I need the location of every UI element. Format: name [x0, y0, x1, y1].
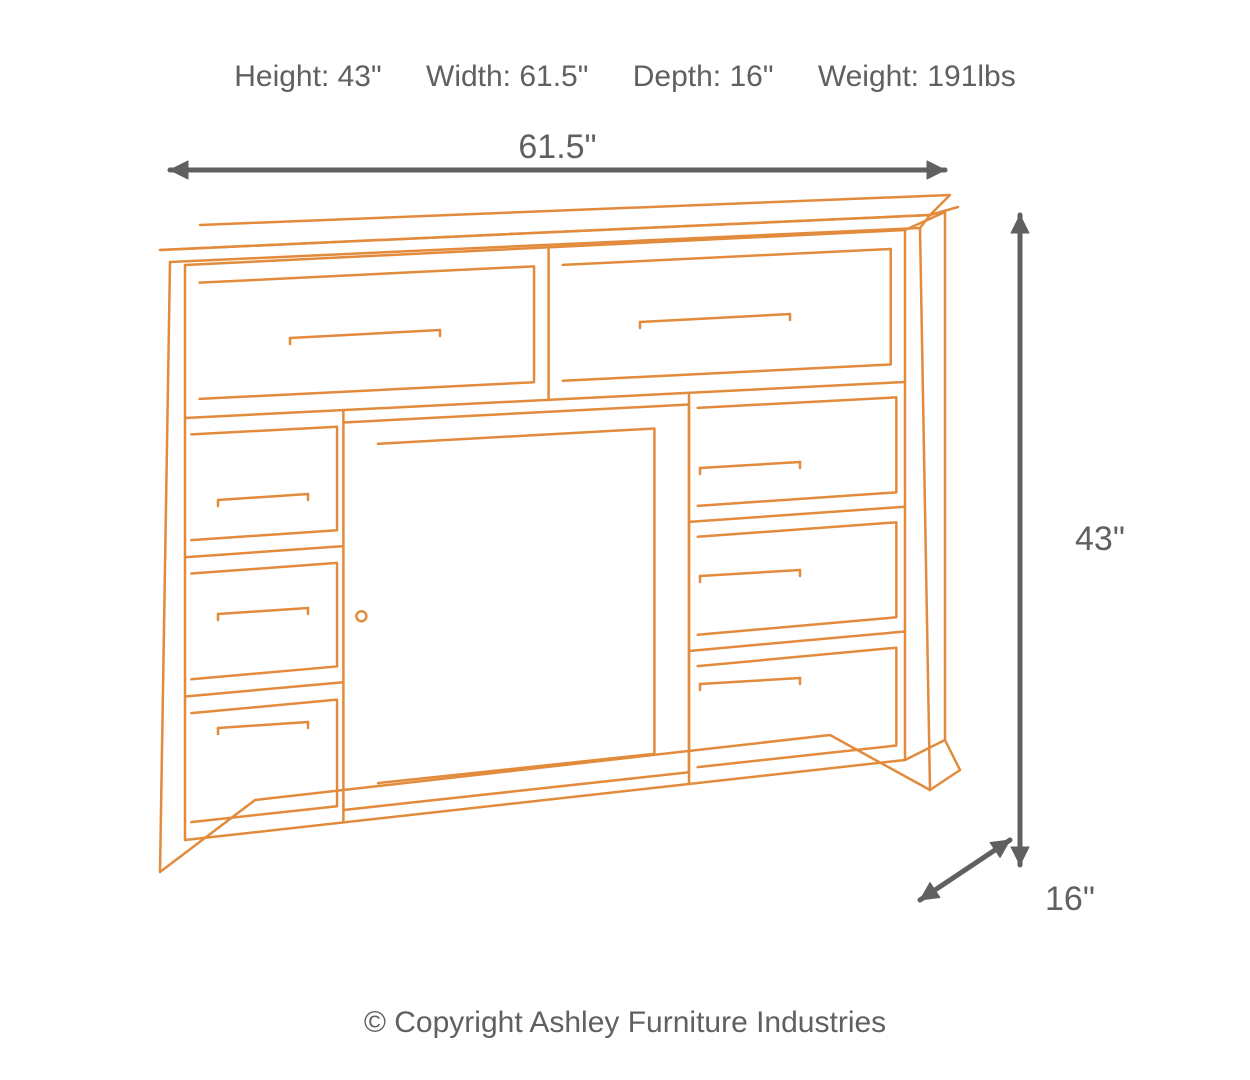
svg-text:16": 16" — [1045, 880, 1095, 918]
copyright-text: © Copyright Ashley Furniture Industries — [0, 1006, 1250, 1040]
svg-text:61.5": 61.5" — [518, 128, 596, 166]
svg-text:43": 43" — [1075, 520, 1125, 558]
dimension-drawing: 61.5" 43" 16" — [0, 0, 1250, 1080]
